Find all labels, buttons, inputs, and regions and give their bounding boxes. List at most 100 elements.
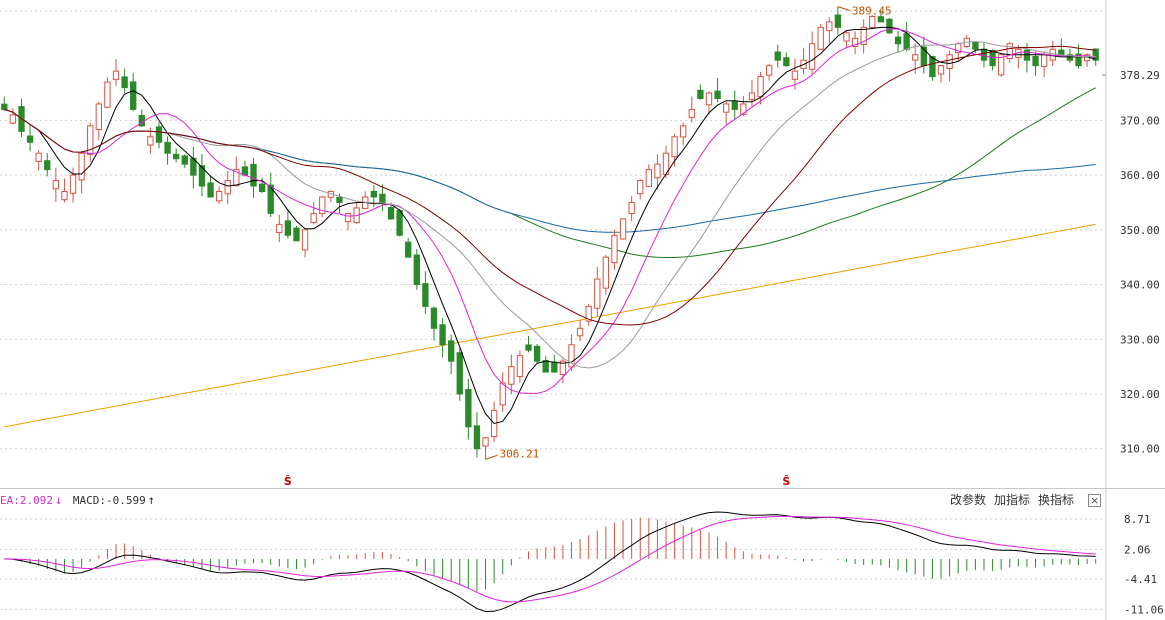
candle-body (585, 305, 592, 322)
candle-body (568, 344, 575, 368)
candle-body (525, 344, 532, 351)
ma250-line (4, 223, 1096, 428)
candle-body (645, 169, 652, 188)
candle-body (748, 92, 756, 100)
candle-body (155, 126, 163, 143)
price-tick-label: 350.00 (1120, 224, 1160, 237)
candles (1, 6, 1099, 460)
macd-tick-label: -11.06 (1124, 603, 1164, 616)
current-price-label: 378.29 (1120, 69, 1160, 82)
candle-body (757, 76, 764, 98)
candle-body (688, 108, 695, 118)
candle-body (379, 193, 386, 203)
add-indicator-button[interactable]: 加指标 (994, 493, 1031, 507)
candle-body (937, 65, 945, 75)
candle-body (765, 65, 773, 76)
macd-header: EA:2.092 ↓ MACD:-0.599 ↑ (0, 491, 155, 509)
change-params-button[interactable]: 改参数 (950, 493, 987, 507)
indicator-toolbar: 改参数 加指标 换指标 × (950, 491, 1102, 509)
candle-body (258, 183, 266, 193)
candle-body (619, 218, 627, 240)
candle-body (705, 92, 713, 106)
candle-body (422, 283, 429, 307)
ma10-line (4, 28, 1096, 394)
candle-body (121, 76, 128, 89)
candle-body (559, 360, 567, 376)
candle-body (130, 81, 137, 110)
candle-body (533, 345, 541, 362)
dea-line (4, 515, 1096, 603)
candle-body (465, 389, 472, 428)
price-tick-label: 330.00 (1120, 333, 1160, 346)
candle-body (740, 103, 747, 115)
candle-body (198, 165, 206, 187)
candle-body (774, 51, 781, 61)
candle-body (912, 54, 919, 61)
candle-body (69, 174, 77, 194)
candle-body (671, 136, 678, 158)
signal-marker: Ŝ (782, 475, 790, 488)
candle-body (344, 212, 352, 223)
candle-body (173, 153, 180, 160)
candle-body (499, 382, 506, 406)
candle-body (869, 15, 876, 29)
candle-body (104, 81, 111, 108)
candle-body (439, 324, 446, 346)
candle-body (826, 21, 833, 32)
candle-body (542, 360, 549, 373)
ma60-line (4, 87, 1096, 258)
candle-body (611, 234, 618, 264)
candle-body (26, 135, 34, 143)
candle-body (284, 220, 292, 236)
candle-body (233, 169, 240, 187)
candle-body (224, 180, 231, 195)
candle-body (456, 352, 463, 395)
candle-body (1092, 48, 1099, 61)
candle-body (894, 36, 902, 45)
candle-body (1, 103, 8, 110)
macd-arrow-icon: ↑ (147, 493, 155, 507)
macd-value: MACD:-0.599 (72, 494, 146, 507)
candle-body (9, 114, 17, 124)
grid (0, 10, 1106, 450)
ma20-line (4, 41, 1096, 369)
candle-body (95, 103, 102, 131)
candle-body (576, 327, 584, 337)
candle-body (654, 163, 661, 179)
dea-arrow-icon: ↓ (54, 493, 63, 507)
candle-body (594, 278, 601, 309)
candle-body (886, 18, 893, 34)
candle-body (413, 254, 420, 286)
switch-indicator-button[interactable]: 换指标 (1038, 493, 1075, 507)
candle-body (52, 180, 60, 190)
candle-body (87, 125, 94, 155)
candle-body (980, 48, 988, 61)
dea-value: EA:2.092 (0, 494, 53, 507)
signal-marker: Ŝ (284, 475, 292, 488)
short-moving-averages (4, 26, 1096, 425)
candle-body (697, 89, 704, 99)
candle-body (903, 33, 910, 50)
candle-body (430, 307, 438, 329)
high-marker-arrow (837, 6, 851, 12)
candle-body (946, 54, 953, 69)
candle-body (482, 437, 489, 447)
close-icon[interactable]: × (1088, 493, 1102, 507)
candle-body (396, 210, 403, 236)
candle-body (1075, 53, 1082, 67)
ma30-line (4, 45, 1096, 326)
candle-body (972, 41, 979, 50)
price-tick-label: 360.00 (1120, 169, 1160, 182)
candle-body (1066, 54, 1074, 61)
candle-body (215, 191, 223, 202)
candle-body (998, 54, 1005, 76)
candle-body (387, 207, 395, 220)
price-tick-label: 340.00 (1120, 279, 1160, 292)
candle-body (929, 56, 936, 78)
macd-tick-label: -4.41 (1124, 573, 1157, 586)
candle-body (44, 160, 51, 171)
candle-body (310, 212, 317, 224)
candle-body (843, 32, 850, 42)
